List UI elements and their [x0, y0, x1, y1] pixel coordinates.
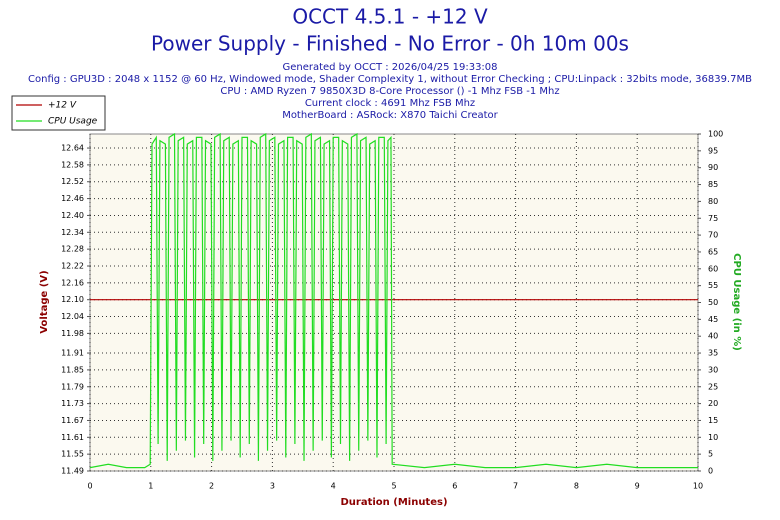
y2-tick-label: 75 [708, 214, 718, 223]
y2-tick-label: 55 [708, 281, 718, 290]
y-tick-label: 11.98 [61, 329, 84, 338]
y2-axis-label: CPU Usage (in %) [731, 253, 742, 351]
x-tick-label: 8 [574, 482, 579, 491]
y-tick-label: 12.28 [61, 245, 84, 254]
y-tick-label: 12.46 [61, 194, 84, 203]
info-line: Generated by OCCT : 2026/04/25 19:33:08 [282, 62, 497, 73]
y2-tick-label: 80 [708, 197, 718, 206]
x-tick-label: 5 [391, 482, 396, 491]
y-tick-label: 11.61 [61, 433, 84, 442]
y2-tick-label: 100 [708, 130, 723, 139]
series-line [89, 132, 698, 469]
info-line: Current clock : 4691 Mhz FSB Mhz [305, 98, 475, 109]
y2-tick-label: 5 [708, 450, 713, 459]
x-tick-label: 3 [270, 482, 275, 491]
y-tick-label: 11.91 [61, 349, 84, 358]
y-tick-label: 11.73 [61, 399, 84, 408]
y2-tick-label: 20 [708, 399, 718, 408]
legend-label: +12 V [48, 101, 77, 111]
y2-tick-label: 65 [708, 247, 718, 256]
y2-tick-label: 95 [708, 146, 718, 155]
legend-box [11, 95, 106, 131]
y-tick-label: 11.67 [61, 416, 84, 425]
x-tick-label: 2 [209, 482, 214, 491]
y-tick-label: 12.22 [61, 261, 84, 270]
y-tick-label: 12.16 [61, 278, 84, 287]
chart-subtitle: Power Supply - Finished - No Error - 0h … [151, 32, 629, 56]
x-tick-label: 7 [513, 482, 518, 491]
y2-tick-label: 50 [708, 298, 718, 307]
y2-tick-label: 25 [708, 382, 718, 391]
y-tick-label: 11.85 [61, 365, 84, 374]
x-tick-label: 9 [635, 482, 640, 491]
y-tick-label: 12.40 [61, 211, 84, 220]
y-tick-label: 12.34 [61, 228, 84, 237]
y2-tick-label: 45 [708, 315, 718, 324]
y2-tick-label: 10 [708, 433, 718, 442]
y2-tick-label: 35 [708, 349, 718, 358]
y2-tick-label: 90 [708, 163, 718, 172]
info-line: MotherBoard : ASRock: X870 Taichi Creato… [282, 110, 498, 121]
y2-tick-label: 30 [708, 365, 718, 374]
y-tick-label: 12.58 [61, 160, 84, 169]
y2-tick-label: 85 [708, 180, 718, 189]
y-axis-label: Voltage (V) [39, 270, 50, 333]
x-tick-label: 10 [693, 482, 703, 491]
x-axis-label: Duration (Minutes) [340, 497, 447, 508]
x-tick-label: 0 [87, 482, 92, 491]
legend-label: CPU Usage [48, 117, 98, 127]
chart-title: OCCT 4.5.1 - +12 V [292, 5, 488, 29]
x-tick-label: 4 [331, 482, 336, 491]
y-tick-label: 12.64 [61, 144, 84, 153]
y-tick-label: 12.04 [61, 312, 84, 321]
y2-tick-label: 0 [708, 467, 713, 476]
x-tick-label: 6 [452, 482, 457, 491]
y-tick-label: 12.52 [61, 177, 84, 186]
x-tick-label: 1 [148, 482, 153, 491]
y-tick-label: 11.55 [61, 450, 84, 459]
y2-tick-label: 15 [708, 416, 718, 425]
y2-tick-label: 40 [708, 332, 718, 341]
info-line: CPU : AMD Ryzen 7 9850X3D 8-Core Process… [220, 86, 559, 97]
y-tick-label: 11.49 [61, 467, 84, 476]
y-tick-label: 12.10 [61, 295, 84, 304]
y2-tick-label: 70 [708, 231, 718, 240]
y-tick-label: 11.79 [61, 382, 84, 391]
info-line: Config : GPU3D : 2048 x 1152 @ 60 Hz, Wi… [28, 74, 752, 85]
y2-tick-label: 60 [708, 264, 718, 273]
